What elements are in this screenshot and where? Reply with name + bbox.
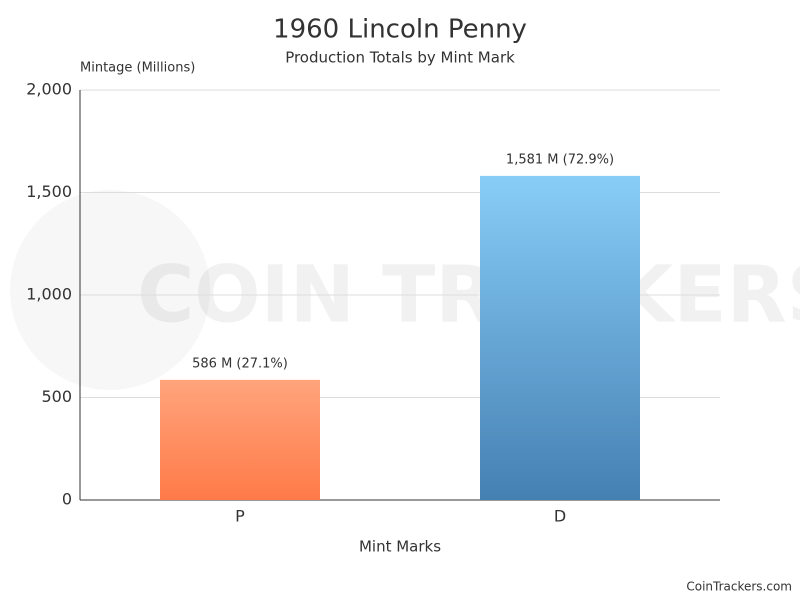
y-tick-label: 1,000 xyxy=(26,285,72,304)
x-tick-label: P xyxy=(235,507,245,526)
y-axis-label: Mintage (Millions) xyxy=(80,61,195,76)
value-label: 1,581 M (72.9%) xyxy=(506,152,614,167)
x-tick-label: D xyxy=(554,507,566,526)
y-tick-label: 1,500 xyxy=(26,182,72,201)
x-axis-label: Mint Marks xyxy=(359,538,441,556)
y-tick-label: 500 xyxy=(41,387,72,406)
bar xyxy=(160,379,320,500)
value-label: 586 M (27.1%) xyxy=(192,356,288,371)
y-tick-label: 0 xyxy=(62,490,72,509)
chart-title: 1960 Lincoln Penny xyxy=(273,15,527,45)
chart-subtitle: Production Totals by Mint Mark xyxy=(285,49,515,67)
source: CoinTrackers.com xyxy=(686,580,792,594)
bar xyxy=(480,175,640,500)
y-tick-label: 2,000 xyxy=(26,80,72,99)
